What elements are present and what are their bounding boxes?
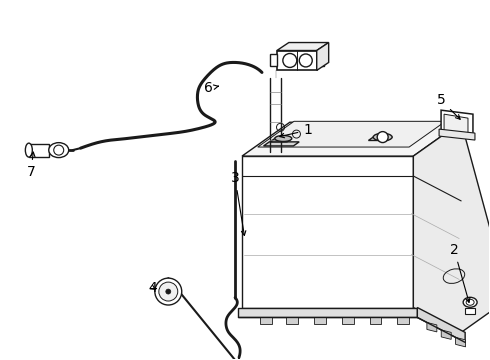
Polygon shape bbox=[414, 122, 490, 332]
Ellipse shape bbox=[463, 297, 477, 307]
Text: 6: 6 bbox=[204, 81, 219, 95]
Polygon shape bbox=[277, 50, 317, 71]
Ellipse shape bbox=[25, 143, 32, 157]
Text: 3: 3 bbox=[231, 171, 246, 235]
Polygon shape bbox=[439, 129, 475, 140]
Ellipse shape bbox=[466, 299, 474, 305]
Text: 1: 1 bbox=[280, 123, 312, 138]
Text: 4: 4 bbox=[148, 280, 157, 294]
Polygon shape bbox=[270, 139, 292, 142]
Polygon shape bbox=[238, 307, 417, 318]
Polygon shape bbox=[277, 42, 329, 50]
Polygon shape bbox=[317, 42, 329, 71]
Circle shape bbox=[54, 145, 64, 155]
Polygon shape bbox=[342, 318, 354, 324]
Text: 2: 2 bbox=[450, 243, 470, 302]
Polygon shape bbox=[427, 323, 437, 332]
Polygon shape bbox=[317, 54, 324, 67]
Polygon shape bbox=[441, 110, 473, 138]
Polygon shape bbox=[242, 122, 461, 156]
Polygon shape bbox=[441, 330, 451, 339]
Polygon shape bbox=[465, 308, 475, 314]
Circle shape bbox=[166, 289, 171, 294]
Polygon shape bbox=[397, 318, 409, 324]
Circle shape bbox=[283, 54, 297, 67]
Polygon shape bbox=[444, 114, 468, 136]
Ellipse shape bbox=[373, 133, 392, 141]
Polygon shape bbox=[286, 318, 298, 324]
Polygon shape bbox=[270, 54, 277, 67]
Polygon shape bbox=[314, 318, 326, 324]
Ellipse shape bbox=[49, 143, 69, 158]
Polygon shape bbox=[264, 142, 299, 146]
Polygon shape bbox=[368, 137, 392, 140]
Polygon shape bbox=[417, 307, 465, 342]
Text: 5: 5 bbox=[437, 93, 460, 119]
Circle shape bbox=[155, 278, 182, 305]
Circle shape bbox=[159, 282, 178, 301]
Circle shape bbox=[299, 54, 312, 67]
Text: 7: 7 bbox=[26, 152, 35, 179]
Polygon shape bbox=[258, 121, 445, 147]
Polygon shape bbox=[369, 318, 382, 324]
Polygon shape bbox=[29, 144, 49, 157]
Polygon shape bbox=[260, 318, 272, 324]
Circle shape bbox=[377, 132, 388, 143]
Ellipse shape bbox=[275, 135, 292, 141]
Polygon shape bbox=[242, 156, 414, 307]
Polygon shape bbox=[456, 337, 466, 347]
